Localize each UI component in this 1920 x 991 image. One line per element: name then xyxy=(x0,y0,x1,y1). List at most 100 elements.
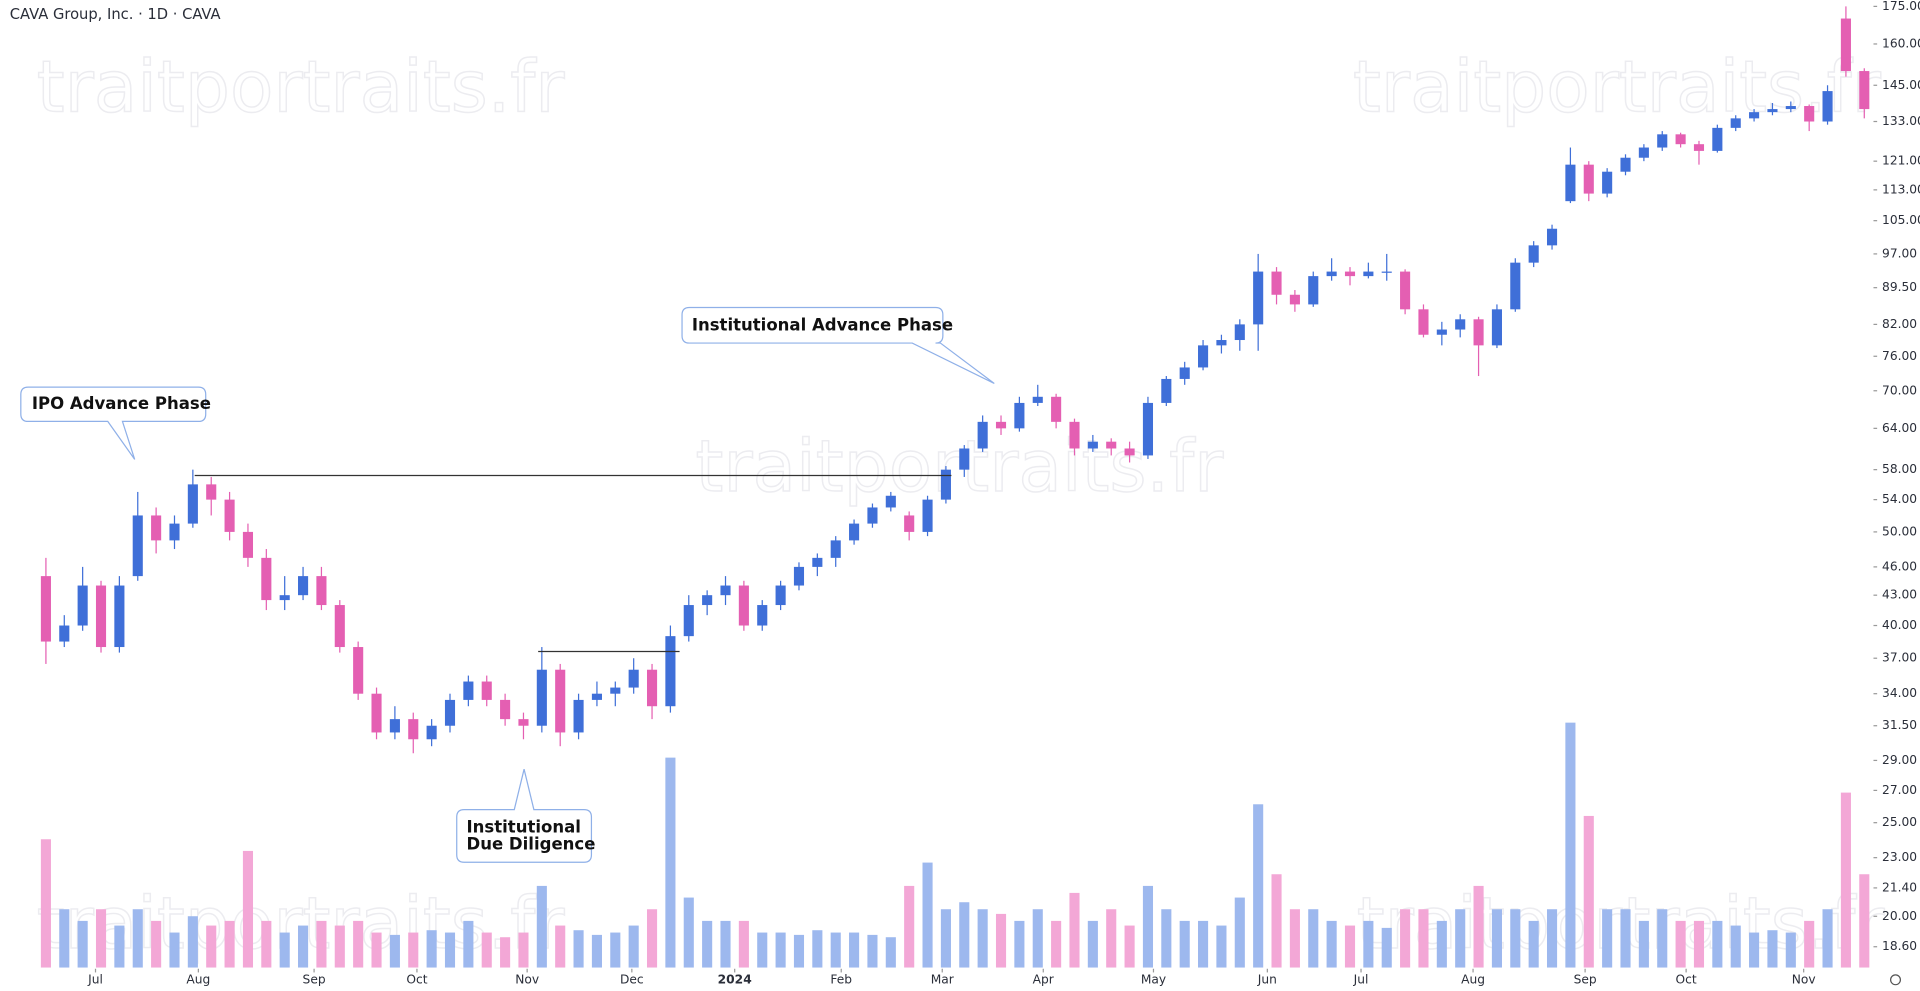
candle-body xyxy=(1032,396,1043,403)
candle-body xyxy=(1289,294,1300,305)
volume-bar xyxy=(279,932,290,968)
volume-bar xyxy=(995,913,1007,968)
candle-body xyxy=(775,585,786,606)
candle-body xyxy=(1749,112,1760,119)
volume-bar xyxy=(830,932,841,968)
volume-bar xyxy=(1455,909,1466,968)
y-tick-label: 89.50 xyxy=(1882,280,1917,294)
candle-body xyxy=(849,523,860,541)
callout xyxy=(681,306,995,385)
annotation: Institutional xyxy=(467,817,581,836)
x-tick-label: Aug xyxy=(186,972,210,986)
callout xyxy=(456,769,593,863)
volume-bar xyxy=(1179,920,1190,968)
settings-icon[interactable] xyxy=(1890,974,1902,986)
volume-bar xyxy=(793,934,805,968)
x-tick-label: Nov xyxy=(1792,972,1816,986)
candle-body xyxy=(1455,319,1466,330)
volume-bar xyxy=(132,909,143,968)
candle-body xyxy=(1546,228,1558,246)
candle-body xyxy=(206,484,217,500)
candle-body xyxy=(573,699,584,733)
y-tick-label: 50.00 xyxy=(1882,524,1917,538)
candle-body xyxy=(665,636,676,707)
x-tick-label: Sep xyxy=(303,972,326,986)
volume-bar xyxy=(1271,874,1282,968)
volume-bar xyxy=(1124,925,1135,968)
candle-body xyxy=(426,725,437,740)
candle-body xyxy=(1051,396,1062,422)
annotation: Institutional Advance Phase xyxy=(692,315,953,334)
candle-body xyxy=(1308,276,1319,305)
candle-body xyxy=(1657,134,1668,148)
x-tick-label: Dec xyxy=(620,972,644,986)
candle-body xyxy=(720,585,731,596)
y-tick-label: 97.00 xyxy=(1882,246,1917,260)
candle-body xyxy=(40,576,51,642)
volume-bar xyxy=(1712,920,1723,968)
candle-body xyxy=(1069,421,1080,449)
candle-body xyxy=(885,495,896,508)
volume-bar xyxy=(518,932,529,968)
y-tick-label: 82.00 xyxy=(1882,317,1917,331)
candle-body xyxy=(500,699,511,720)
candle-body xyxy=(1602,171,1613,194)
volume-bar xyxy=(1859,874,1870,968)
candle-body xyxy=(1381,271,1392,273)
y-tick-label: 20.00 xyxy=(1882,909,1917,923)
candle-body xyxy=(463,681,474,700)
volume-bar xyxy=(1051,920,1062,968)
volume-bar xyxy=(1253,804,1264,968)
candle-body xyxy=(1161,378,1172,403)
annotation: IPO Advance Phase xyxy=(32,394,211,413)
candle-body xyxy=(628,669,639,688)
volume-bar xyxy=(1216,925,1227,968)
candle-body xyxy=(1363,271,1374,277)
volume-bar xyxy=(481,932,492,968)
candle-body xyxy=(151,515,162,541)
volume-bar xyxy=(1528,920,1539,968)
volume-bar xyxy=(187,916,198,968)
volume-bar xyxy=(940,909,951,968)
volume-bar xyxy=(1106,909,1117,968)
volume-bar xyxy=(408,932,419,968)
x-tick-label: Feb xyxy=(830,972,852,986)
candle-body xyxy=(279,595,290,601)
volume-bar xyxy=(555,925,566,968)
x-tick-label: Jul xyxy=(1353,972,1369,986)
volume-bar xyxy=(702,920,713,968)
candle-body xyxy=(1730,118,1741,128)
volume-bar xyxy=(922,862,933,968)
volume-bar xyxy=(298,925,309,968)
volume-bar xyxy=(1400,909,1411,968)
candle-body xyxy=(371,693,382,733)
candle-body xyxy=(1179,367,1190,379)
volume-bar xyxy=(1234,897,1245,968)
y-tick-label: 34.00 xyxy=(1882,686,1917,700)
volume-bar xyxy=(1087,920,1098,968)
volume-bar xyxy=(151,920,162,968)
y-tick-label: 25.00 xyxy=(1882,815,1917,829)
candle-body xyxy=(408,719,419,740)
candle-body xyxy=(646,669,658,707)
candle-body xyxy=(298,576,309,596)
y-tick-label: 70.00 xyxy=(1882,383,1917,397)
x-tick-label: Oct xyxy=(406,972,427,986)
y-tick-label: 46.00 xyxy=(1882,559,1917,573)
y-tick-label: 175.00 xyxy=(1882,0,1920,13)
candle-body xyxy=(555,669,566,733)
x-tick-label: Oct xyxy=(1676,972,1697,986)
candle-body xyxy=(114,585,125,648)
volume-bar xyxy=(500,937,511,968)
x-tick-label: Mar xyxy=(931,972,955,986)
candle-body xyxy=(959,448,970,470)
volume-bar xyxy=(1620,909,1631,968)
candle-body xyxy=(1418,309,1429,335)
y-tick-label: 54.00 xyxy=(1882,492,1917,506)
volume-bar xyxy=(977,909,988,968)
y-tick-label: 40.00 xyxy=(1882,618,1917,632)
y-tick-label: 43.00 xyxy=(1882,588,1917,602)
x-tick-label: Sep xyxy=(1574,972,1597,986)
x-tick-label: Apr xyxy=(1033,972,1055,986)
